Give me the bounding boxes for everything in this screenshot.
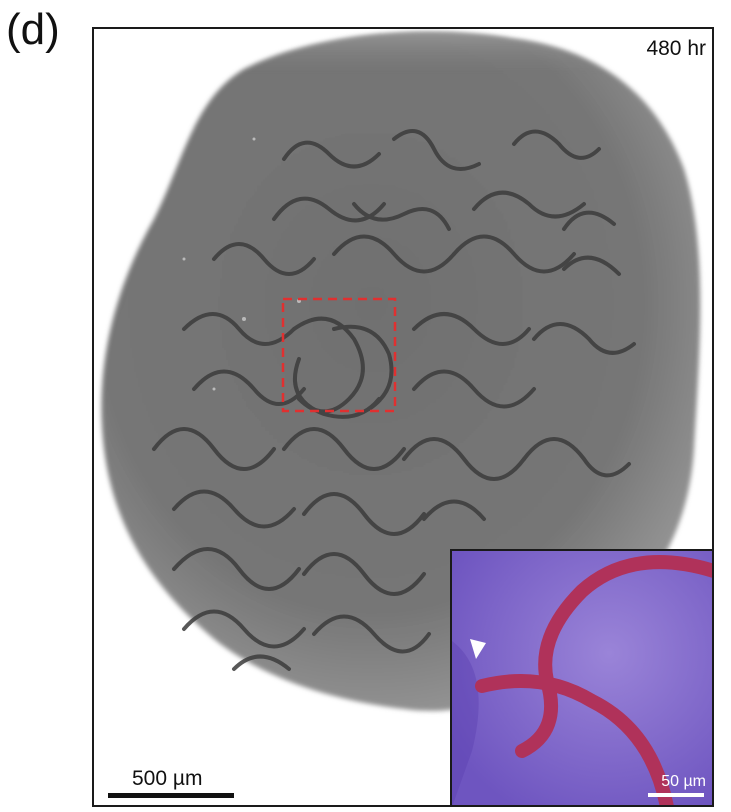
inset-micrograph bbox=[452, 551, 712, 805]
panel-label: (d) bbox=[6, 5, 60, 54]
scalebar-main-label: 500 µm bbox=[132, 767, 203, 790]
micrograph-frame: 480 hr 500 µm 50 µm bbox=[92, 27, 714, 807]
inset-scalebar bbox=[648, 793, 704, 797]
arrowhead-icon bbox=[470, 639, 486, 659]
channel-network bbox=[152, 129, 636, 671]
inset-channel bbox=[475, 555, 712, 805]
inset-image: 50 µm bbox=[450, 549, 712, 805]
time-label: 480 hr bbox=[646, 37, 706, 60]
micrograph-image bbox=[101, 32, 701, 711]
inset-scalebar-label: 50 µm bbox=[661, 773, 706, 790]
highlight-box bbox=[281, 297, 397, 413]
scalebar-main bbox=[108, 793, 234, 798]
